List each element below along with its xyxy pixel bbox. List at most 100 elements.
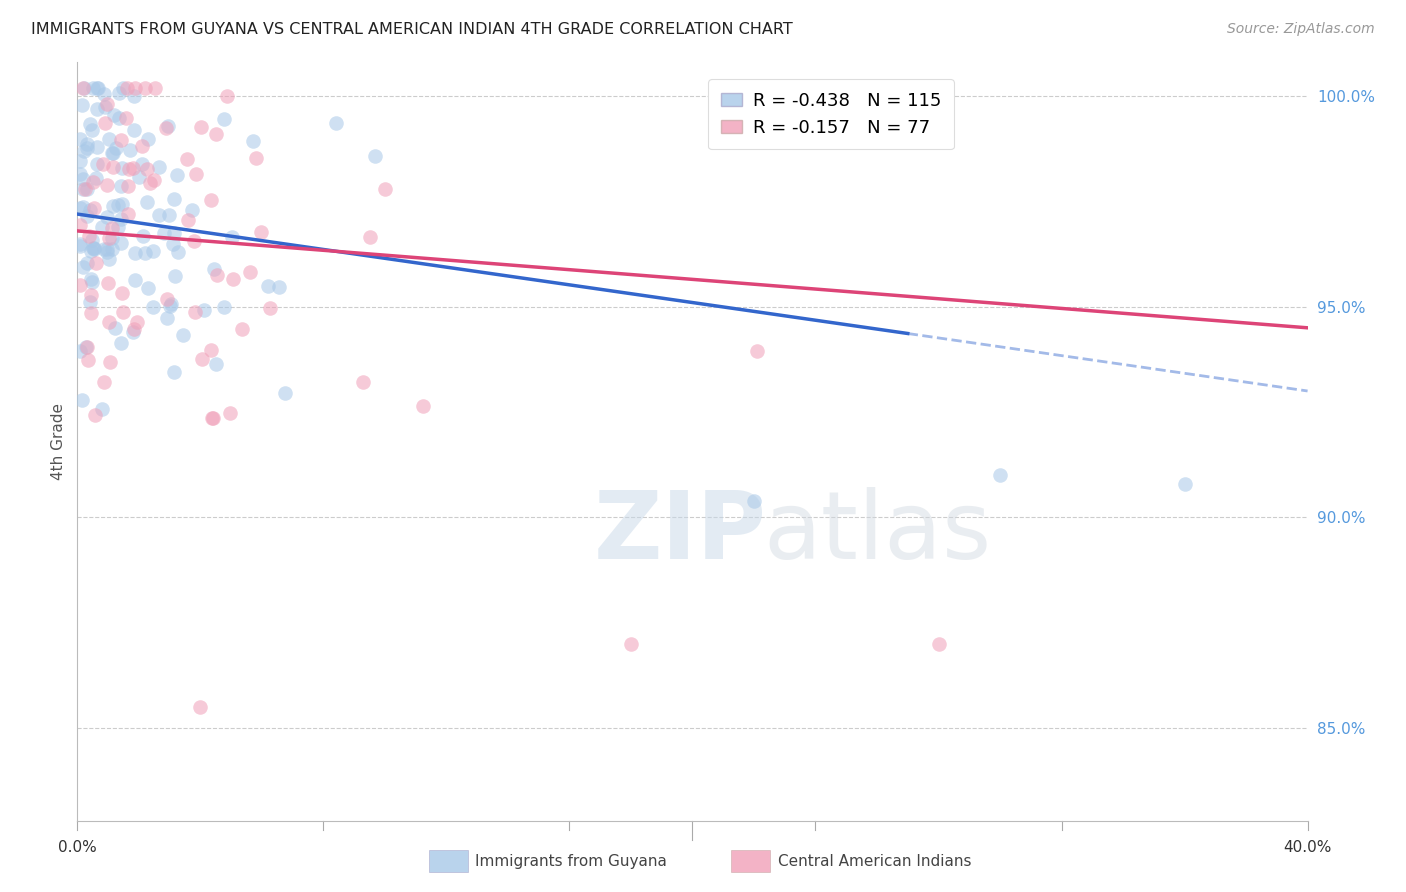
Point: [96, 178, 118, 193]
Point: [242, 134, 264, 148]
Point: [131, 157, 153, 171]
Point: [352, 375, 374, 389]
Point: [76, 182, 98, 196]
Point: [80, 288, 103, 302]
Point: [122, 122, 145, 136]
Point: [184, 167, 207, 181]
Point: [212, 300, 235, 314]
Point: [359, 230, 381, 244]
Point: [134, 80, 156, 95]
Point: [79, 117, 101, 131]
Point: [79, 272, 101, 286]
Point: [97, 131, 120, 145]
Point: [118, 143, 141, 157]
Point: [215, 89, 238, 103]
Point: [86, 139, 108, 153]
Point: [201, 410, 224, 425]
Point: [77, 353, 100, 368]
Point: [110, 335, 132, 350]
Point: [83, 243, 105, 257]
Point: [181, 202, 204, 217]
Point: [94, 100, 117, 114]
Point: [87, 80, 110, 95]
Point: [172, 328, 194, 343]
Point: [364, 149, 387, 163]
Point: [221, 230, 243, 244]
Point: [105, 141, 128, 155]
Point: [94, 116, 117, 130]
Point: [101, 199, 124, 213]
Point: [153, 226, 176, 240]
Point: [107, 111, 129, 125]
Point: [69, 239, 91, 253]
Point: [148, 160, 170, 174]
Point: [97, 252, 120, 266]
Point: [928, 637, 950, 651]
Point: [143, 173, 166, 187]
Point: [82, 241, 104, 255]
Point: [75, 340, 97, 354]
Point: [83, 241, 105, 255]
Point: [142, 244, 165, 259]
Point: [96, 96, 118, 111]
Point: [70, 393, 93, 408]
Point: [110, 211, 132, 226]
Point: [191, 352, 214, 367]
Point: [93, 375, 115, 389]
Point: [110, 236, 132, 251]
Text: Immigrants from Guyana: Immigrants from Guyana: [475, 855, 666, 869]
Point: [190, 120, 212, 135]
Point: [86, 170, 108, 185]
Point: [72, 80, 94, 95]
Point: [157, 120, 180, 134]
Point: [988, 468, 1011, 483]
Point: [72, 145, 94, 159]
Point: [111, 286, 134, 301]
Point: [134, 246, 156, 260]
Point: [76, 137, 98, 152]
Point: [101, 146, 124, 161]
Point: [112, 80, 135, 95]
Point: [76, 140, 98, 154]
Point: [163, 269, 186, 284]
Point: [72, 260, 94, 274]
Point: [110, 133, 132, 147]
Point: [163, 227, 186, 241]
Point: [86, 102, 108, 116]
Point: [69, 167, 91, 181]
Y-axis label: 4th Grade: 4th Grade: [51, 403, 66, 480]
Point: [93, 242, 115, 256]
Point: [132, 229, 155, 244]
Point: [69, 236, 91, 251]
Point: [69, 201, 91, 215]
Point: [200, 343, 222, 358]
Point: [82, 175, 104, 189]
Point: [69, 344, 91, 359]
Point: [101, 242, 124, 256]
Point: [76, 209, 98, 223]
Point: [131, 139, 153, 153]
Text: IMMIGRANTS FROM GUYANA VS CENTRAL AMERICAN INDIAN 4TH GRADE CORRELATION CHART: IMMIGRANTS FROM GUYANA VS CENTRAL AMERIC…: [31, 22, 793, 37]
Point: [98, 355, 121, 369]
Point: [111, 197, 134, 211]
Point: [107, 86, 129, 100]
Point: [205, 127, 228, 141]
Point: [69, 218, 91, 232]
Point: [77, 229, 100, 244]
Point: [76, 340, 98, 354]
Point: [205, 357, 228, 371]
Point: [202, 411, 225, 425]
Point: [148, 209, 170, 223]
Point: [112, 304, 135, 318]
Point: [80, 244, 103, 258]
Point: [212, 112, 235, 126]
Point: [136, 132, 159, 146]
Point: [101, 220, 124, 235]
Point: [83, 201, 105, 215]
Point: [205, 268, 228, 283]
Text: 0.0%: 0.0%: [58, 839, 97, 855]
Point: [84, 256, 107, 270]
Point: [111, 161, 134, 175]
Point: [101, 231, 124, 245]
Point: [80, 233, 103, 247]
